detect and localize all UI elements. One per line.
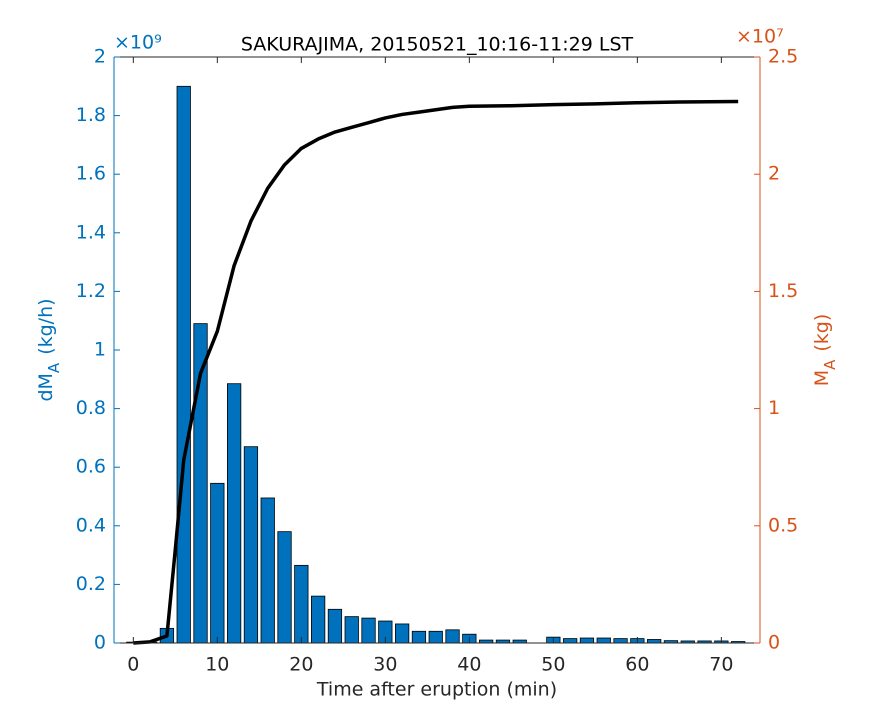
y-tick-label: 1.2 — [76, 280, 106, 302]
y2-tick-label: 2.5 — [768, 46, 798, 68]
bar — [294, 564, 309, 644]
bar — [210, 482, 225, 644]
y2-tick-label: 0.5 — [768, 514, 798, 536]
x-tick-label: 40 — [457, 654, 481, 676]
y-tick-label: 0.8 — [76, 397, 106, 419]
bar — [361, 617, 376, 644]
y2-tick-label: 0 — [768, 632, 780, 654]
bar — [311, 595, 326, 644]
bar — [227, 383, 242, 644]
line — [133, 99, 739, 645]
bar — [428, 630, 443, 644]
y2-tick-label: 1.5 — [768, 280, 798, 302]
x-tick-label: 30 — [373, 654, 397, 676]
y-tick-label: 0.2 — [76, 573, 106, 595]
y-tick-label: 0.6 — [76, 456, 106, 478]
bar — [277, 531, 292, 644]
y-axis-label-unit: (kg/h) — [35, 298, 57, 354]
y-axis-label-main: dM — [35, 373, 57, 401]
bar — [260, 497, 275, 644]
bar — [344, 616, 359, 644]
y-axis-label: dMA (kg/h) — [35, 298, 63, 401]
x-tick-label: 70 — [709, 654, 733, 676]
bar — [596, 637, 611, 644]
x-tick-label: 20 — [289, 654, 313, 676]
bar — [647, 639, 662, 644]
y-axis-label-sub: A — [45, 362, 63, 373]
y-tick-label: 1.8 — [76, 104, 106, 126]
x-tick-label: 50 — [541, 654, 565, 676]
x-axis-label: Time after eruption (min) — [316, 679, 557, 701]
y2-tick-label: 2 — [768, 163, 780, 185]
bar — [579, 637, 595, 644]
bar — [445, 629, 460, 644]
y2-axis-label-sub: A — [821, 359, 839, 370]
y-tick-label: 0.4 — [76, 514, 106, 536]
x-tick-label: 0 — [127, 654, 139, 676]
bar — [563, 638, 578, 644]
bar — [613, 638, 628, 644]
bar — [243, 446, 259, 644]
y2-axis-label-unit: (kg) — [811, 314, 833, 352]
x-tick-label: 10 — [205, 654, 229, 676]
y-tick-label: 1.4 — [76, 221, 106, 243]
y2-axis-label: MA (kg) — [811, 314, 839, 387]
y-exponent: ×10⁹ — [114, 32, 162, 54]
y2-exponent: ×10⁷ — [736, 26, 784, 48]
bar — [411, 630, 427, 644]
chart-title: SAKURAJIMA, 20150521_10:16-11:29 LST — [241, 34, 634, 56]
x-tick-label: 60 — [625, 654, 649, 676]
y2-tick-label: 1 — [768, 397, 780, 419]
y-tick-label: 2 — [94, 46, 106, 68]
y-tick-label: 0 — [94, 632, 106, 654]
y-tick-label: 1.6 — [76, 163, 106, 185]
bar — [327, 608, 343, 644]
bar — [395, 623, 410, 644]
y-tick-label: 1 — [94, 339, 106, 361]
y2-axis-label-main: M — [811, 370, 833, 386]
bar — [176, 85, 191, 644]
